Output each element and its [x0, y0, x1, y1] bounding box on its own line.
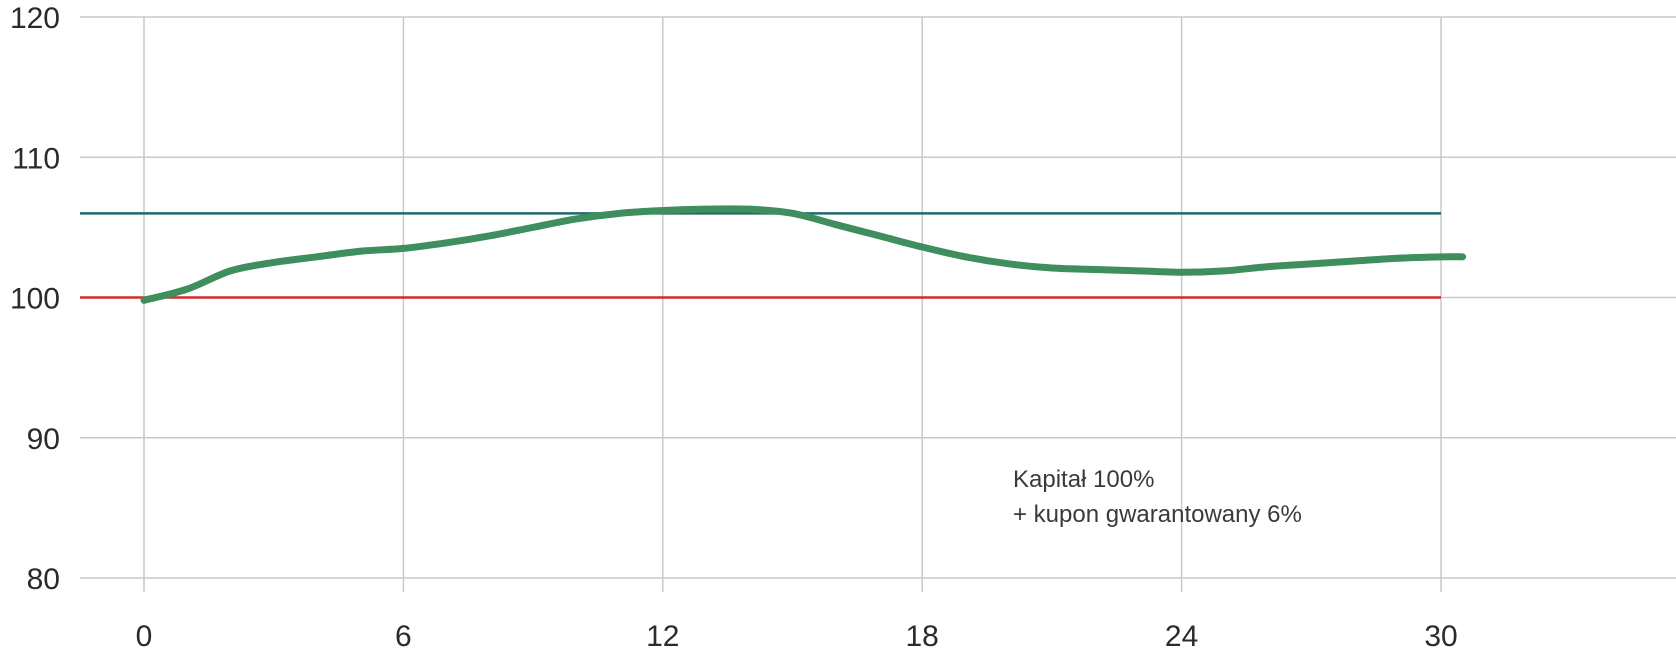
- annotation-line-1: + kupon gwarantowany 6%: [1013, 501, 1302, 528]
- y-tick-label-80: 80: [27, 563, 60, 596]
- annotation-line-0: Kapitał 100%: [1013, 466, 1154, 493]
- y-axis-tick-labels: 80 90 100 110 120: [10, 2, 60, 596]
- series-lines: [140, 205, 1467, 304]
- x-tick-label-24: 24: [1165, 620, 1198, 653]
- y-tick-label-110: 110: [12, 142, 60, 175]
- x-axis-tick-labels: 0 6 12 18 24 30: [136, 620, 1458, 653]
- annotations: Kapitał 100% + kupon gwarantowany 6%: [1013, 466, 1302, 528]
- y-tick-label-90: 90: [27, 423, 60, 456]
- x-tick-label-6: 6: [395, 620, 412, 653]
- x-tick-label-30: 30: [1424, 620, 1457, 653]
- x-tick-label-0: 0: [136, 620, 153, 653]
- reference-lines: [80, 212, 1441, 299]
- x-tick-label-18: 18: [906, 620, 939, 653]
- vertical-gridlines: [143, 17, 1442, 592]
- y-tick-label-120: 120: [10, 2, 60, 35]
- annotation-0: Kapitał 100% + kupon gwarantowany 6%: [1013, 466, 1302, 528]
- series-line-0: [140, 205, 1467, 304]
- x-tick-label-12: 12: [646, 620, 679, 653]
- y-tick-label-100: 100: [10, 283, 60, 316]
